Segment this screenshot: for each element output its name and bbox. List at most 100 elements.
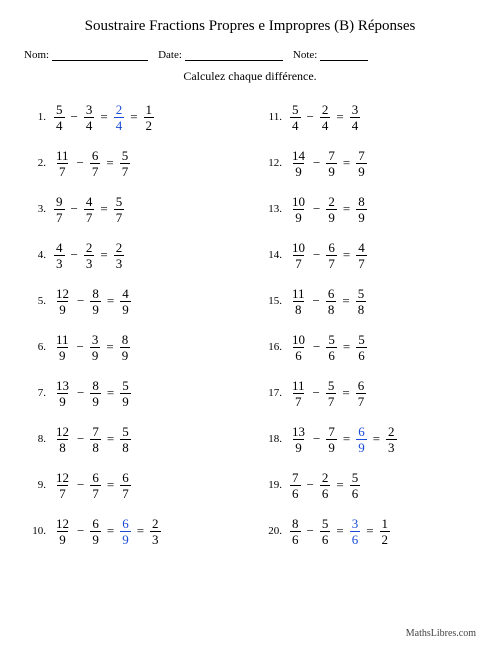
problem-number: 9. bbox=[24, 479, 46, 491]
equals-sign: = bbox=[107, 523, 114, 539]
fraction: 58 bbox=[356, 287, 367, 316]
problem-row: 9.127−67=67 bbox=[24, 462, 240, 508]
equation: 119−39=89 bbox=[54, 333, 130, 362]
fraction: 26 bbox=[320, 471, 331, 500]
instruction: Calculez chaque différence. bbox=[24, 69, 476, 84]
equals-sign: = bbox=[100, 247, 107, 263]
problem-row: 16.106−56=56 bbox=[260, 324, 476, 370]
fraction: 129 bbox=[54, 517, 71, 546]
fraction: 34 bbox=[350, 103, 361, 132]
problem-number: 3. bbox=[24, 203, 46, 215]
fraction: 69 bbox=[90, 517, 101, 546]
minus-sign: − bbox=[313, 339, 320, 355]
worksheet-page: Soustraire Fractions Propres e Impropres… bbox=[0, 0, 500, 647]
problem-row: 19.76−26=56 bbox=[260, 462, 476, 508]
fraction: 79 bbox=[326, 149, 337, 178]
fraction: 57 bbox=[114, 195, 125, 224]
fraction: 117 bbox=[54, 149, 71, 178]
equals-sign: = bbox=[336, 109, 343, 125]
problem-number: 13. bbox=[260, 203, 282, 215]
fraction: 139 bbox=[54, 379, 71, 408]
minus-sign: − bbox=[313, 247, 320, 263]
equals-sign: = bbox=[366, 523, 373, 539]
minus-sign: − bbox=[307, 477, 314, 493]
problem-row: 7.139−89=59 bbox=[24, 370, 240, 416]
equals-sign: = bbox=[343, 431, 350, 447]
equals-sign: = bbox=[106, 155, 113, 171]
fraction: 34 bbox=[84, 103, 95, 132]
equation: 117−67=57 bbox=[54, 149, 130, 178]
equation: 43−23=23 bbox=[54, 241, 124, 270]
fraction: 89 bbox=[90, 287, 101, 316]
equals-sign: = bbox=[107, 293, 114, 309]
fraction: 58 bbox=[120, 425, 131, 454]
nom-field: Nom: bbox=[24, 49, 148, 61]
problem-number: 6. bbox=[24, 341, 46, 353]
fraction: 39 bbox=[90, 333, 101, 362]
fraction: 36 bbox=[350, 517, 361, 546]
minus-sign: − bbox=[77, 431, 84, 447]
problem-row: 20.86−56=36=12 bbox=[260, 508, 476, 554]
equals-sign: = bbox=[343, 339, 350, 355]
equals-sign: = bbox=[107, 477, 114, 493]
fraction: 117 bbox=[290, 379, 307, 408]
fraction: 97 bbox=[54, 195, 65, 224]
note-line bbox=[320, 60, 368, 61]
problem-number: 17. bbox=[260, 387, 282, 399]
equals-sign: = bbox=[373, 431, 380, 447]
equals-sign: = bbox=[107, 385, 114, 401]
minus-sign: − bbox=[313, 385, 320, 401]
equals-sign: = bbox=[130, 109, 137, 125]
note-label: Note: bbox=[293, 49, 317, 61]
problem-number: 18. bbox=[260, 433, 282, 445]
equation: 139−79=69=23 bbox=[290, 425, 397, 454]
problem-number: 1. bbox=[24, 111, 46, 123]
problem-row: 11.54−24=34 bbox=[260, 94, 476, 140]
fraction: 59 bbox=[120, 379, 131, 408]
equation: 54−34=24=12 bbox=[54, 103, 154, 132]
fraction: 68 bbox=[326, 287, 337, 316]
problem-row: 14.107−67=47 bbox=[260, 232, 476, 278]
equation: 76−26=56 bbox=[290, 471, 360, 500]
fraction: 57 bbox=[120, 149, 131, 178]
problem-number: 20. bbox=[260, 525, 282, 537]
problem-number: 14. bbox=[260, 249, 282, 261]
problem-row: 17.117−57=67 bbox=[260, 370, 476, 416]
date-label: Date: bbox=[158, 49, 182, 61]
equals-sign: = bbox=[100, 201, 107, 217]
minus-sign: − bbox=[77, 523, 84, 539]
fraction: 67 bbox=[326, 241, 337, 270]
problem-row: 5.129−89=49 bbox=[24, 278, 240, 324]
page-title: Soustraire Fractions Propres e Impropres… bbox=[24, 18, 476, 35]
equals-sign: = bbox=[137, 523, 144, 539]
fraction: 106 bbox=[290, 333, 307, 362]
fraction: 23 bbox=[114, 241, 125, 270]
fraction: 56 bbox=[356, 333, 367, 362]
minus-sign: − bbox=[313, 431, 320, 447]
problem-number: 10. bbox=[24, 525, 46, 537]
fraction: 69 bbox=[120, 517, 131, 546]
equation: 54−24=34 bbox=[290, 103, 360, 132]
equals-sign: = bbox=[343, 201, 350, 217]
problem-row: 8.128−78=58 bbox=[24, 416, 240, 462]
date-line bbox=[185, 60, 283, 61]
problem-columns: 1.54−34=24=122.117−67=573.97−47=574.43−2… bbox=[24, 94, 476, 554]
problem-row: 1.54−34=24=12 bbox=[24, 94, 240, 140]
problem-number: 16. bbox=[260, 341, 282, 353]
problem-number: 12. bbox=[260, 157, 282, 169]
equation: 106−56=56 bbox=[290, 333, 367, 362]
minus-sign: − bbox=[77, 477, 84, 493]
fraction: 23 bbox=[84, 241, 95, 270]
equals-sign: = bbox=[100, 109, 107, 125]
equation: 128−78 = 58 bbox=[54, 425, 131, 454]
fraction: 139 bbox=[290, 425, 307, 454]
fraction: 127 bbox=[54, 471, 71, 500]
fraction: 43 bbox=[54, 241, 65, 270]
fraction: 78 bbox=[90, 425, 101, 454]
equals-sign: = bbox=[107, 431, 114, 447]
fraction: 128 bbox=[54, 425, 71, 454]
problem-row: 18. 139−79=69=23 bbox=[260, 416, 476, 462]
fraction: 67 bbox=[120, 471, 131, 500]
fraction: 89 bbox=[356, 195, 367, 224]
problem-number: 15. bbox=[260, 295, 282, 307]
